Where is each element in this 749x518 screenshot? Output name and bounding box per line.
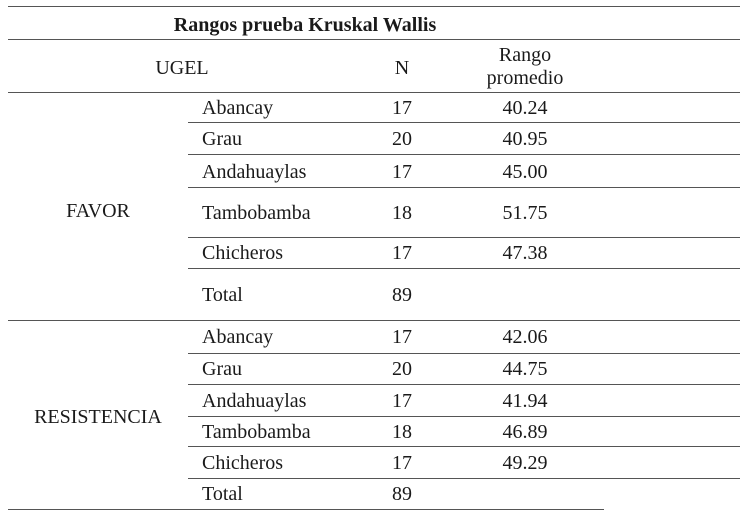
row-name: Chicheros: [202, 242, 284, 264]
row-name: Andahuaylas: [202, 390, 307, 412]
header-n: N: [394, 57, 410, 79]
row-n: 17: [392, 161, 412, 183]
row-rango: 40.24: [502, 97, 548, 119]
rule-title: [8, 39, 740, 40]
rule-bottom: [8, 509, 604, 510]
row-rango: 44.75: [502, 358, 548, 380]
rule-row: [188, 416, 740, 417]
row-name: Grau: [202, 358, 242, 380]
row-n: 17: [392, 326, 412, 348]
rule-header: [8, 92, 740, 93]
row-name: Tambobamba: [202, 202, 311, 224]
row-name: Total: [202, 483, 243, 505]
rule-row: [188, 268, 740, 269]
row-rango: 46.89: [502, 421, 548, 443]
header-rango-line1: Rango: [498, 44, 552, 66]
rule-row: [188, 478, 740, 479]
row-rango: 45.00: [502, 161, 548, 183]
rule-row: [188, 353, 740, 354]
header-ugel: UGEL: [155, 57, 209, 79]
group-label-resistencia: RESISTENCIA: [34, 406, 162, 428]
row-name: Total: [202, 284, 243, 306]
row-name: Andahuaylas: [202, 161, 307, 183]
row-name: Tambobamba: [202, 421, 311, 443]
row-n: 17: [392, 452, 412, 474]
group-label-favor: FAVOR: [66, 200, 130, 222]
row-name: Abancay: [202, 326, 274, 348]
rule-row: [188, 154, 740, 155]
row-rango: 49.29: [502, 452, 548, 474]
row-n: 18: [392, 421, 412, 443]
row-name: Chicheros: [202, 452, 284, 474]
row-n: 17: [392, 97, 412, 119]
row-rango: 41.94: [502, 390, 548, 412]
row-n: 17: [392, 242, 412, 264]
header-rango-line2: promedio: [486, 67, 564, 89]
row-rango: 47.38: [502, 242, 548, 264]
rule-row: [188, 237, 740, 238]
table-title: Rangos prueba Kruskal Wallis: [173, 14, 437, 36]
row-rango: 40.95: [502, 128, 548, 150]
row-n: 89: [392, 284, 412, 306]
rule-row: [188, 187, 740, 188]
row-rango: 51.75: [502, 202, 548, 224]
row-n: 17: [392, 390, 412, 412]
rule-row: [188, 384, 740, 385]
rule-row: [188, 446, 740, 447]
row-n: 20: [392, 358, 412, 380]
row-n: 20: [392, 128, 412, 150]
row-n: 89: [392, 483, 412, 505]
rule-group: [8, 320, 740, 321]
row-name: Abancay: [202, 97, 274, 119]
row-rango: 42.06: [502, 326, 548, 348]
row-name: Grau: [202, 128, 242, 150]
row-n: 18: [392, 202, 412, 224]
rule-row: [188, 122, 740, 123]
rule-top: [8, 6, 740, 7]
